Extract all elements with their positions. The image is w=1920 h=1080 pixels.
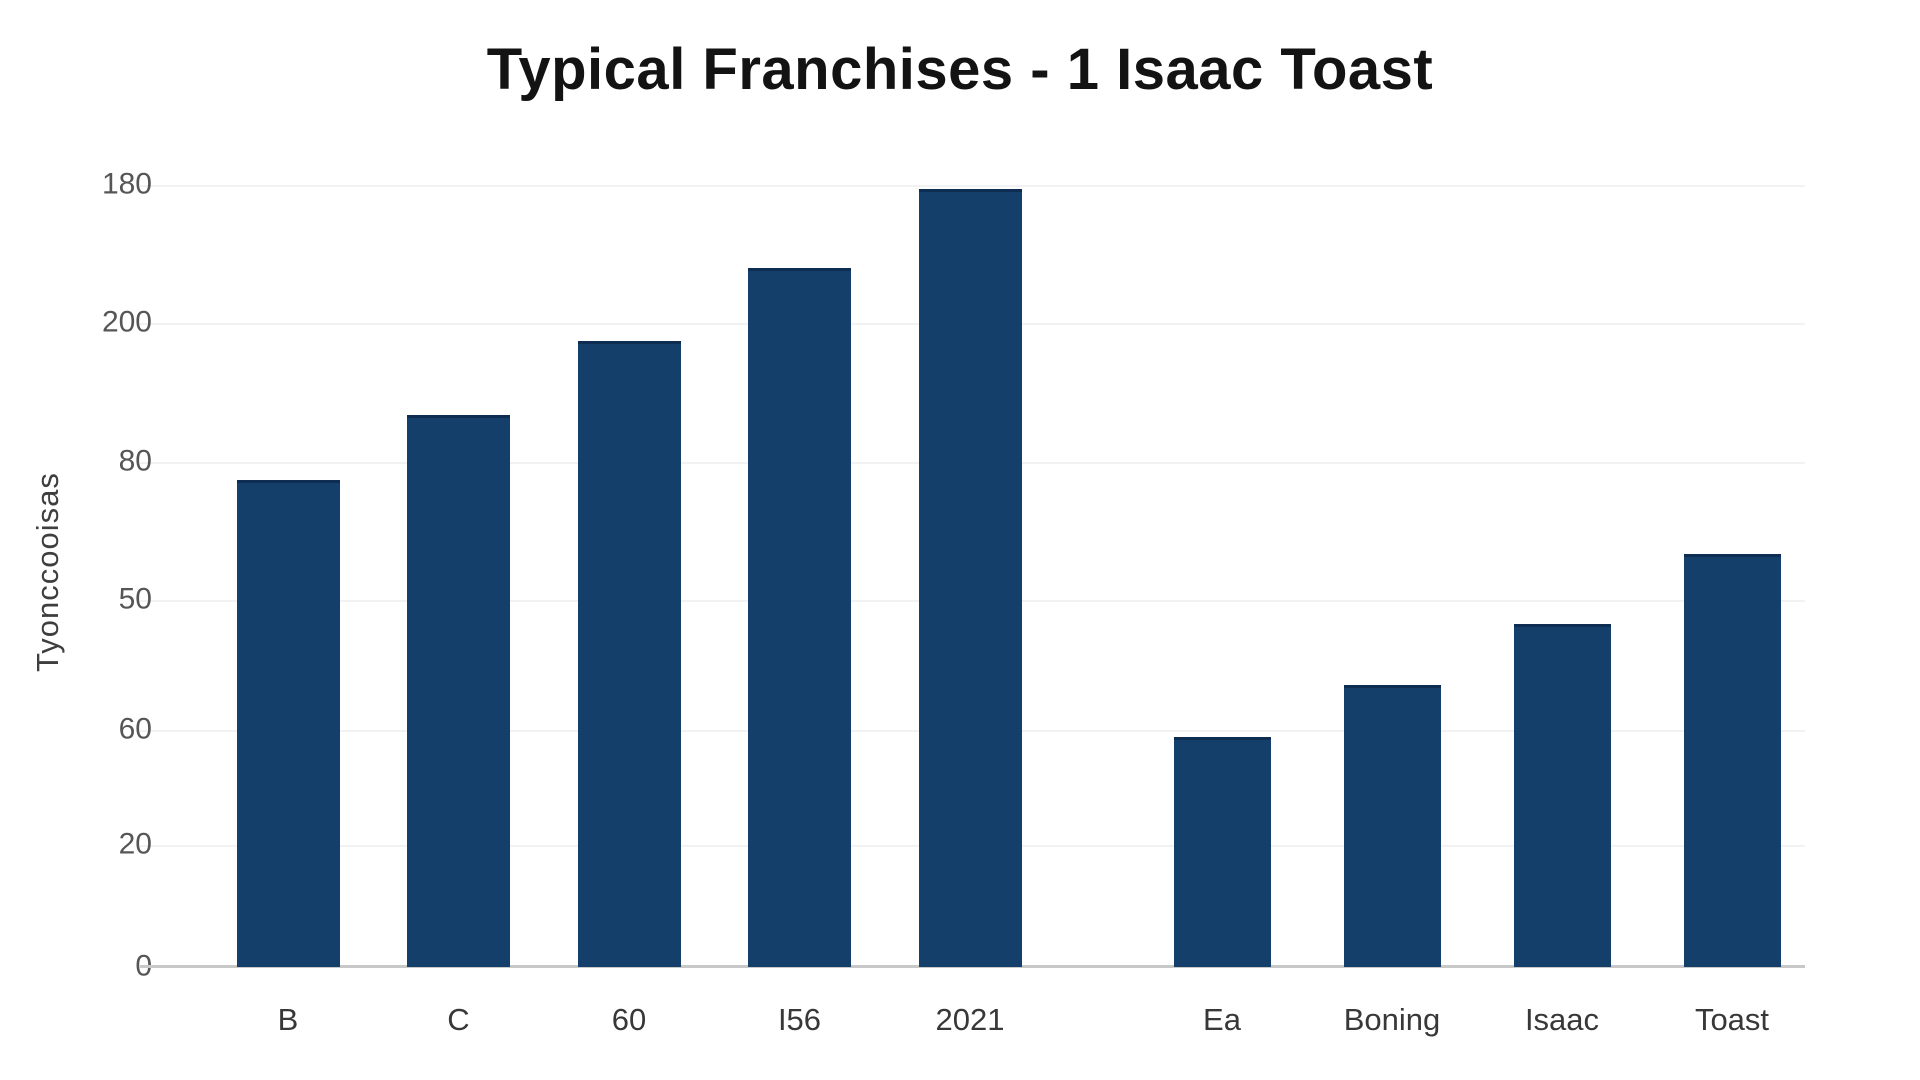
y-tick-label: 20	[118, 827, 152, 861]
gridline	[140, 185, 1805, 187]
y-tick-label: 80	[118, 444, 152, 478]
bar-i56	[748, 267, 851, 967]
bar-isaac	[1513, 623, 1611, 967]
bar-toast	[1683, 554, 1781, 967]
bar-c	[407, 415, 510, 967]
chart-title: Typical Franchises - 1 Isaac Toast	[486, 37, 1434, 102]
x-tick-label: B	[277, 1002, 299, 1037]
bar-60	[577, 341, 681, 967]
x-tick-label: Ea	[1203, 1002, 1241, 1037]
y-tick-label: 50	[118, 582, 152, 616]
y-tick-label: 200	[101, 304, 152, 338]
x-tick-label: Toast	[1694, 1002, 1770, 1037]
y-tick-label: 0	[32, 949, 152, 983]
bar-ea	[1173, 736, 1271, 967]
x-tick-label: I56	[777, 1002, 822, 1037]
x-tick-label: Isaac	[1524, 1002, 1600, 1037]
y-tick-label: 180	[101, 167, 152, 201]
y-tick-label: 60	[118, 712, 152, 746]
y-axis-title: Tyonccooisas	[30, 472, 65, 672]
bar-boning	[1343, 684, 1441, 967]
x-tick-label: 2021	[935, 1002, 1005, 1037]
x-tick-label: C	[447, 1002, 470, 1037]
bar-b	[236, 480, 340, 967]
bar-2021	[918, 189, 1022, 967]
x-tick-label: 60	[611, 1002, 647, 1037]
x-tick-label: Boning	[1343, 1002, 1441, 1037]
